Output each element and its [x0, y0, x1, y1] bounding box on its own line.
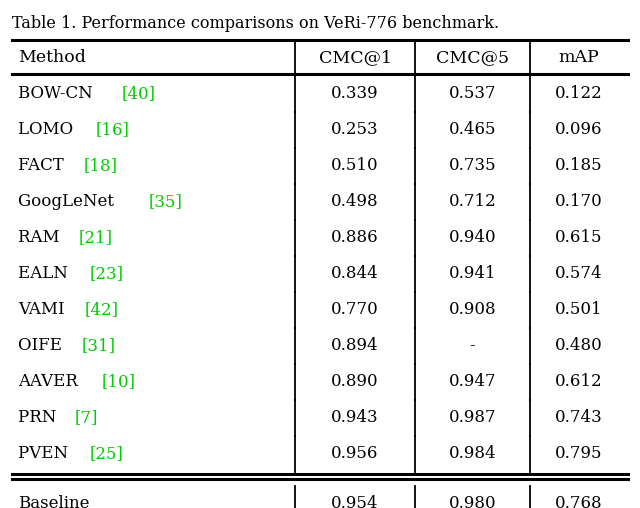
Text: [35]: [35]: [148, 194, 182, 210]
Text: [21]: [21]: [79, 230, 113, 246]
Text: 0.465: 0.465: [449, 121, 496, 139]
Text: EALN: EALN: [18, 266, 73, 282]
Text: 0.956: 0.956: [332, 446, 379, 462]
Text: 0.844: 0.844: [331, 266, 379, 282]
Text: 0.954: 0.954: [332, 495, 379, 508]
Text: 0.768: 0.768: [555, 495, 603, 508]
Text: 0.253: 0.253: [331, 121, 379, 139]
Text: 0.574: 0.574: [555, 266, 603, 282]
Text: [18]: [18]: [84, 157, 118, 175]
Text: 0.735: 0.735: [449, 157, 496, 175]
Text: OIFE: OIFE: [18, 337, 67, 355]
Text: 0.612: 0.612: [555, 373, 603, 391]
Text: 0.615: 0.615: [556, 230, 603, 246]
Text: 0.941: 0.941: [449, 266, 496, 282]
Text: 0.185: 0.185: [555, 157, 603, 175]
Text: 0.987: 0.987: [449, 409, 496, 427]
Text: Table 1. Performance comparisons on VeRi-776 benchmark.: Table 1. Performance comparisons on VeRi…: [12, 16, 499, 33]
Text: [25]: [25]: [90, 446, 124, 462]
Text: 0.890: 0.890: [331, 373, 379, 391]
Text: [40]: [40]: [121, 85, 156, 103]
Text: 0.170: 0.170: [555, 194, 603, 210]
Text: BOW-CN: BOW-CN: [18, 85, 98, 103]
Text: [23]: [23]: [89, 266, 123, 282]
Text: 0.770: 0.770: [331, 302, 379, 319]
Text: RAM: RAM: [18, 230, 65, 246]
Text: FACT: FACT: [18, 157, 69, 175]
Text: CMC@5: CMC@5: [436, 49, 509, 67]
Text: PVEN: PVEN: [18, 446, 74, 462]
Text: [16]: [16]: [96, 121, 130, 139]
Text: [10]: [10]: [102, 373, 136, 391]
Text: VAMI: VAMI: [18, 302, 70, 319]
Text: 0.743: 0.743: [555, 409, 603, 427]
Text: 0.980: 0.980: [449, 495, 496, 508]
Text: 0.795: 0.795: [556, 446, 603, 462]
Text: 0.984: 0.984: [449, 446, 496, 462]
Text: 0.947: 0.947: [449, 373, 496, 391]
Text: 0.501: 0.501: [555, 302, 603, 319]
Text: [7]: [7]: [74, 409, 98, 427]
Text: 0.096: 0.096: [556, 121, 603, 139]
Text: [31]: [31]: [81, 337, 116, 355]
Text: 0.712: 0.712: [449, 194, 497, 210]
Text: 0.480: 0.480: [555, 337, 603, 355]
Text: 0.943: 0.943: [331, 409, 379, 427]
Text: Method: Method: [18, 49, 86, 67]
Text: mAP: mAP: [559, 49, 600, 67]
Text: 0.339: 0.339: [331, 85, 379, 103]
Text: [42]: [42]: [85, 302, 119, 319]
Text: Baseline: Baseline: [18, 495, 90, 508]
Text: 0.122: 0.122: [555, 85, 603, 103]
Text: LOMO: LOMO: [18, 121, 78, 139]
Text: 0.940: 0.940: [449, 230, 496, 246]
Text: GoogLeNet: GoogLeNet: [18, 194, 119, 210]
Text: 0.498: 0.498: [331, 194, 379, 210]
Text: 0.886: 0.886: [331, 230, 379, 246]
Text: -: -: [470, 337, 476, 355]
Text: 0.510: 0.510: [331, 157, 379, 175]
Text: 0.908: 0.908: [449, 302, 496, 319]
Text: AAVER: AAVER: [18, 373, 83, 391]
Text: CMC@1: CMC@1: [319, 49, 392, 67]
Text: 0.537: 0.537: [449, 85, 496, 103]
Text: PRN: PRN: [18, 409, 61, 427]
Text: 0.894: 0.894: [331, 337, 379, 355]
